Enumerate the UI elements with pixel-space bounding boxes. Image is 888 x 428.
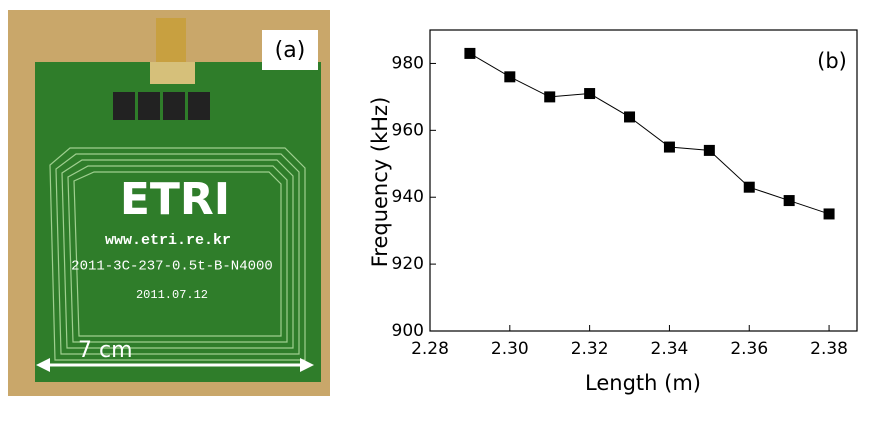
- data-point: [743, 181, 755, 193]
- connector-base: [150, 62, 195, 84]
- x-tick-label: 2.34: [651, 339, 689, 359]
- y-axis-label: Frequency (kHz): [368, 97, 392, 268]
- data-point: [544, 91, 556, 103]
- x-tick-label: 2.32: [571, 339, 609, 359]
- data-point: [663, 141, 675, 153]
- y-tick-label: 980: [392, 53, 424, 73]
- data-point: [464, 47, 476, 59]
- data-point: [584, 88, 596, 100]
- scale-label: 7 cm: [78, 338, 133, 363]
- board-text: www.etri.re.kr: [105, 232, 231, 249]
- connector: [156, 18, 186, 68]
- panel-label: (a): [275, 38, 306, 63]
- panel-label: (b): [817, 49, 847, 73]
- y-tick-label: 940: [392, 187, 424, 207]
- plot: (b) Length (m) Frequency (kHz) 900 920 940…: [368, 29, 858, 395]
- board-text: 2011.07.12: [136, 288, 208, 302]
- photo: ETRI www.etri.re.kr 2011-3C-237-0.5t-B-N…: [8, 10, 330, 396]
- y-tick-label: 920: [392, 254, 424, 274]
- x-tick-label: 2.30: [491, 339, 529, 359]
- y-tick-label: 960: [392, 120, 424, 140]
- data-point: [504, 71, 516, 83]
- plot-frame: [429, 29, 858, 332]
- scale-arrow: [36, 358, 314, 372]
- label-box: [262, 30, 318, 70]
- board-text: 2011-3C-237-0.5t-B-N4000: [71, 259, 273, 275]
- coil: [49, 147, 306, 361]
- data-line: [469, 52, 830, 215]
- capacitors: [113, 92, 210, 120]
- data-point: [703, 144, 715, 156]
- board-text: ETRI: [120, 174, 230, 225]
- x-tick-label: 2.36: [730, 339, 768, 359]
- x-tick-label: 2.38: [810, 339, 848, 359]
- x-axis-label: Length (m): [585, 371, 701, 395]
- x-tick-label: 2.28: [411, 339, 449, 359]
- data-point: [624, 111, 636, 123]
- data-point: [783, 195, 795, 207]
- y-tick-label: 900: [392, 321, 424, 341]
- data-point: [823, 208, 835, 220]
